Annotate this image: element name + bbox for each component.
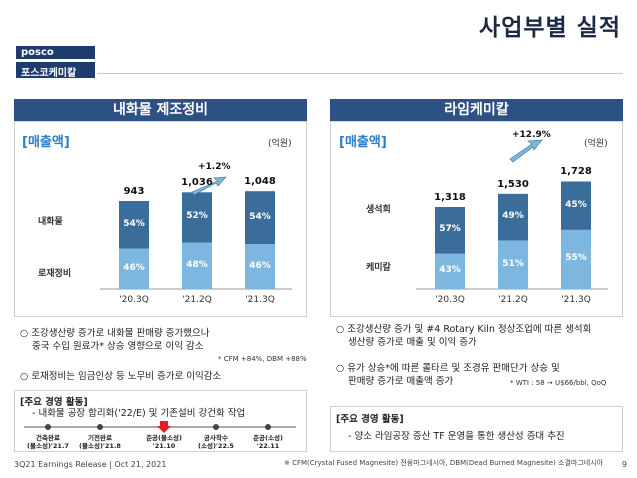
left-bar-bottom-2 (245, 244, 275, 289)
right-bar-bottom-2 (561, 229, 591, 289)
left-activity-heading: [주요 경영 활동] (20, 397, 88, 408)
right-row-label-top: 생석회 (366, 205, 391, 215)
right-category-2: '21.3Q (561, 295, 591, 305)
right-row-label-bottom: 케미칼 (366, 263, 391, 273)
right-bullet-1: ○ 조강생산량 증가 및 #4 Rotary Kiln 정상조업에 따른 생석회 (336, 324, 592, 335)
left-bar-top-2 (245, 191, 275, 245)
right-pct-bottom-1: 51% (502, 258, 524, 269)
right-activity-item: - 양소 라임공장 증산 TF 운영을 통한 생산성 증대 추진 (348, 431, 565, 442)
left-pct-top-1: 52% (186, 211, 208, 222)
right-pct-top-2: 45% (565, 199, 587, 210)
left-bar-bottom-0 (119, 248, 149, 289)
right-bullet-2-cont: 판매량 증가로 매출액 증가 (348, 376, 454, 387)
left-pct-top-2: 54% (249, 211, 271, 222)
left-row-label-top: 내화물 (38, 217, 63, 227)
right-total-0: 1,318 (434, 191, 466, 203)
right-activity-box (330, 406, 623, 452)
posco-logo: posco (16, 46, 95, 59)
timeline-label-1: 기전완료 (물소성)'21.8 (79, 434, 121, 450)
left-bar-bottom-1 (182, 242, 212, 289)
right-growth-arrow (509, 139, 543, 163)
left-activity-item: - 내화물 공장 합리화('22/E) 및 기존설비 강건화 작업 (32, 408, 246, 419)
right-activity-heading: [주요 경영 활동] (336, 414, 404, 425)
left-category-1: '21.2Q (182, 295, 212, 305)
page-number: 9 (621, 460, 627, 469)
right-pct-top-1: 49% (502, 211, 524, 222)
left-bullet-2: ○ 로재정비는 임금인상 등 노무비 증가로 이익감소 (20, 371, 222, 382)
right-bullet-1-cont: 생산량 증가로 매출 및 이익 증가 (348, 337, 477, 348)
timeline-label-0: 건축완료 (물소성)'21.7 (27, 434, 69, 450)
right-note: * WTI : 58 → U$66/bbl, QoQ (510, 379, 607, 387)
left-total-1: 1,036 (181, 177, 213, 189)
right-pct-bottom-0: 43% (439, 265, 461, 276)
right-pct-bottom-2: 55% (565, 253, 587, 264)
right-bar-chart (416, 139, 608, 290)
left-note: * CFM +84%, DBM +88% (218, 355, 307, 363)
right-bar-top-1 (498, 193, 528, 241)
left-pct-bottom-1: 48% (186, 259, 208, 270)
right-bar-bottom-0 (435, 253, 465, 289)
footnote: ※ CFM(Crystal Fused Magnesite) 전융마그네시아, … (284, 459, 604, 467)
left-section-label: [매출액] (22, 135, 70, 150)
right-bar-bottom-1 (498, 240, 528, 289)
left-total-0: 943 (123, 185, 145, 197)
timeline-dot-0 (45, 424, 51, 430)
right-growth-label: +12.9% (512, 130, 551, 140)
right-bullets-box (330, 321, 623, 401)
left-bullet-1: ○ 조강생산량 증가로 내화물 판매량 증가했으나 (20, 328, 210, 339)
right-bar-top-0 (435, 206, 465, 254)
right-category-0: '20.3Q (435, 295, 465, 305)
left-bar-top-1 (182, 192, 212, 243)
left-row-label-bottom: 로재정비 (38, 269, 72, 279)
right-total-1: 1,530 (497, 178, 529, 190)
right-category-1: '21.2Q (498, 295, 528, 305)
left-bullet-1-cont: 중국 수입 원료가* 상승 영향으로 이익 감소 (32, 341, 204, 352)
right-unit: (억원) (584, 139, 608, 149)
right-bullet-2: ○ 유가 상승*에 따른 콜타르 및 조경유 판매단가 상승 및 (336, 363, 560, 374)
page-title: 사업부별 실적 (479, 15, 621, 41)
left-pct-bottom-0: 46% (123, 262, 145, 273)
left-bar-chart (100, 176, 292, 290)
timeline-current-marker (157, 421, 171, 433)
right-total-2: 1,728 (560, 166, 592, 178)
footer-release-info: 3Q21 Earnings Release | Oct 21, 2021 (14, 460, 167, 469)
left-category-2: '21.3Q (245, 295, 275, 305)
company-name: 포스코케미칼 (16, 62, 95, 79)
timeline-dot-4 (265, 424, 271, 430)
left-panel-title: 내화물 제조정비 (14, 99, 307, 121)
left-pct-top-0: 54% (123, 218, 145, 229)
right-panel-title: 라임케미칼 (330, 99, 623, 121)
left-total-2: 1,048 (244, 176, 276, 188)
right-section-label: [매출액] (339, 135, 387, 150)
timeline-dot-1 (97, 424, 103, 430)
right-pct-top-0: 57% (439, 224, 461, 235)
header-divider (97, 73, 623, 74)
left-growth-arrow (191, 176, 227, 196)
left-bar-top-0 (119, 200, 149, 249)
timeline-label-2: 준공(물소성) '21.10 (146, 434, 182, 450)
left-growth-label: +1.2% (198, 162, 231, 172)
right-bar-top-2 (561, 181, 591, 230)
left-unit: (억원) (268, 139, 292, 149)
timeline-label-4: 준공(소성) '22.11 (253, 434, 283, 450)
left-pct-bottom-2: 46% (249, 260, 271, 271)
timeline-dot-3 (213, 424, 219, 430)
left-category-0: '20.3Q (119, 295, 149, 305)
timeline-label-3: 공사착수 (소성)'22.5 (198, 434, 234, 450)
timeline-line (24, 421, 296, 433)
